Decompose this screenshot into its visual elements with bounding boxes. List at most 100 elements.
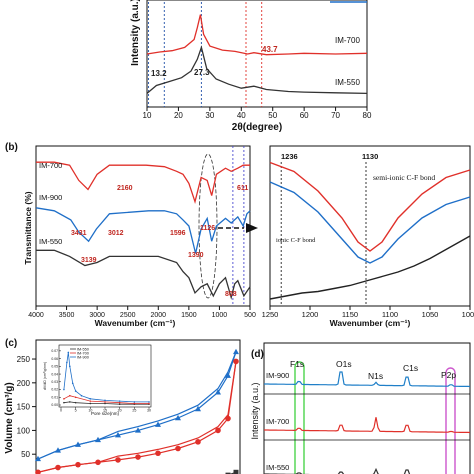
c-point-im-700 — [35, 469, 41, 474]
b-zoom-ann-1130: 1130 — [362, 152, 378, 161]
c-ytick-label: 150 — [17, 403, 31, 412]
d-label-im900: IM-900 — [266, 371, 289, 380]
c-inset-xtick-label: 0 — [60, 409, 62, 413]
c-inset-xtick-label: 15 — [103, 409, 107, 413]
c-inset-point-im-700 — [89, 400, 92, 402]
b-peak-808: 808 — [225, 291, 237, 298]
c-inset-legend: IM-550 IM-700 IM-900 — [70, 348, 89, 360]
c-inset-point-im-700 — [69, 394, 71, 397]
d-series-line-im-700 — [264, 417, 471, 434]
c-inset-point-im-700 — [118, 401, 121, 404]
b-zoom-ann-1236: 1236 — [281, 152, 298, 161]
a-xtick-label: 30 — [205, 111, 214, 120]
a-xtick-label: 20 — [174, 111, 183, 120]
c-inset-xlabel: Pore size(nm) — [91, 411, 120, 416]
c-inset-point-im-550 — [69, 401, 71, 403]
d-label-im550: IM-550 — [266, 463, 289, 472]
b-peak-3012: 3012 — [108, 230, 124, 237]
c-point-im-700 — [115, 457, 121, 463]
c-inset-legend-im900: IM-900 — [77, 356, 89, 360]
c-inset-ytick-label: 0.07 — [51, 349, 58, 353]
b-zoom-xtick-label: 1000 — [462, 310, 474, 319]
d-peak-o1s: O1s — [336, 359, 352, 369]
b-legend-im900: IM-900 — [39, 193, 62, 202]
b-xtick-label: 1000 — [212, 312, 228, 319]
c-point-im-550 — [225, 472, 231, 474]
c-inset-point-im-700 — [74, 396, 77, 399]
b-ylabel: Transmittance (%) — [23, 191, 33, 264]
c-inset-ytick-label: 0.03 — [51, 380, 58, 384]
c-point-im-700 — [175, 445, 181, 452]
c-inset-xtick-label: 20 — [118, 409, 122, 413]
c-inset-legend-im550: IM-550 — [77, 348, 89, 352]
c-inset-point-im-550 — [74, 401, 77, 404]
b-zoom-arrow-icon — [246, 223, 258, 233]
c-inset-point-im-900 — [133, 401, 136, 403]
a-xtick-label: 80 — [363, 111, 372, 120]
c-inset-xtick-label: 30 — [147, 409, 151, 413]
panel-b-ftir-chart: (b) 4000 3500 3000 2500 2000 1500 1000 500 Tran… — [5, 142, 474, 328]
c-point-im-700 — [225, 415, 231, 422]
c-inset-series-im-550 — [63, 401, 149, 405]
c-inset-point-im-900 — [104, 399, 106, 402]
b-zoom-xtick-label: 1150 — [342, 310, 358, 319]
c-point-im-700 — [75, 461, 81, 468]
c-inset-xtick-label: 5 — [75, 409, 77, 413]
c-point-im-900 — [35, 455, 41, 462]
b-zoom-xlabel: Wavenumber (cm⁻¹) — [330, 318, 411, 328]
c-inset-point-im-900 — [148, 401, 150, 403]
a-legend-im550: IM-550 — [335, 78, 360, 87]
b-zoom-xtick-label: 1100 — [382, 310, 398, 319]
c-point-im-700 — [135, 454, 141, 460]
b-xtick-label: 1500 — [181, 312, 197, 319]
d-peak-n1s: N1s — [368, 371, 383, 381]
b-xtick-label: 500 — [244, 312, 256, 319]
c-inset-ytick-label: 0.02 — [51, 388, 58, 392]
c-inset-point-im-900 — [67, 351, 70, 354]
c-inset-point-im-700 — [133, 402, 136, 405]
b-zoom-ann-ionic: ionic C-F bond — [276, 237, 316, 244]
b-peak-1126: 1126 — [200, 225, 215, 232]
b-legend-im700: IM-700 — [39, 161, 62, 170]
b-legend-im550: IM-550 — [39, 237, 62, 246]
c-inset-ytick-label: 0.05 — [51, 365, 58, 369]
d-label-im700: IM-700 — [266, 417, 289, 426]
c-point-im-900 — [135, 427, 141, 433]
b-xtick-label: 2500 — [120, 312, 136, 319]
c-inset-point-im-900 — [69, 365, 71, 368]
c-inset-point-im-900 — [118, 400, 121, 402]
a-annotation-13-2: 13.2 — [151, 69, 167, 78]
c-point-im-550 — [233, 469, 239, 474]
c-point-im-700 — [95, 459, 101, 466]
c-point-im-900 — [215, 389, 221, 395]
panel-c-adsorption-chart: (c) 0 50 100 150 200 250 Volume (cm³/g) 0.00 0… — [4, 338, 241, 474]
c-point-im-900 — [75, 441, 81, 447]
c-point-im-700 — [215, 427, 221, 434]
a-ylabel: Intensity (a.u.) — [130, 0, 141, 66]
c-inset-point-im-900 — [63, 388, 65, 391]
c-series-line-im-550 — [229, 471, 237, 474]
d-highlight-p2p — [445, 367, 456, 474]
c-point-im-700 — [155, 450, 161, 457]
panel-c-label: (c) — [5, 338, 17, 349]
b-series-line-im-550 — [36, 249, 251, 300]
c-point-im-900 — [225, 372, 231, 378]
b-peak-1596: 1596 — [170, 230, 186, 237]
a-annotation-43-7: 43.7 — [262, 45, 278, 54]
c-inset-ytick-label: 0.06 — [51, 357, 58, 361]
c-inset-point-im-900 — [80, 394, 83, 397]
d-peak-p2p: P2p — [441, 370, 456, 380]
c-series-desorption-im-700 — [37, 361, 237, 473]
b-zoom-xtick-label: 1200 — [302, 310, 319, 319]
b-peak-611: 611 — [237, 185, 248, 192]
c-point-im-900 — [155, 421, 161, 427]
c-inset-point-im-900 — [71, 382, 74, 385]
a-series-line-im-550 — [146, 45, 368, 95]
panel-a-xrd-chart: 10 20 30 40 50 60 70 80 Intensity (a.u.) 2θ(deg… — [130, 0, 372, 133]
c-inset-point-im-700 — [148, 402, 150, 405]
b-zoom-xtick-label: 1050 — [422, 310, 439, 319]
c-point-im-900 — [55, 447, 61, 453]
b-zoom-series-line-im-700 — [269, 161, 471, 252]
c-ylabel: Volume (cm³/g) — [4, 382, 15, 453]
